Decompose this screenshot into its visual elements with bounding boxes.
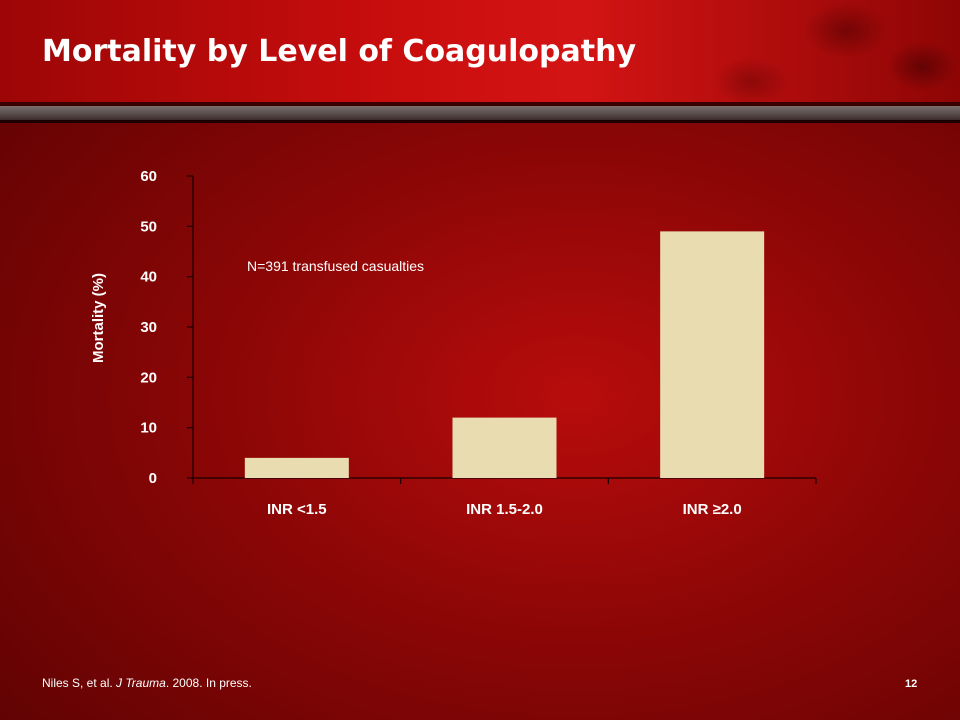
- bar: [452, 417, 557, 478]
- y-tick-label: 20: [140, 369, 157, 386]
- y-tick-label: 10: [140, 420, 157, 437]
- y-axis-label: Mortality (%): [90, 273, 107, 363]
- citation: Niles S, et al. J Trauma. 2008. In press…: [42, 676, 252, 690]
- x-tick-label: INR <1.5: [267, 501, 327, 518]
- header-divider-bar: [0, 106, 960, 120]
- chart-y-ticks: 0 10 20 30 40 50 60: [140, 168, 193, 487]
- x-tick-label: INR 1.5-2.0: [466, 501, 543, 518]
- y-tick-label: 0: [149, 470, 157, 487]
- bar: [660, 231, 765, 478]
- header-divider: [0, 102, 960, 106]
- chart-bars: [244, 231, 765, 478]
- y-tick-label: 50: [140, 218, 157, 235]
- y-tick-label: 30: [140, 319, 157, 336]
- citation-authors: Niles S, et al.: [42, 676, 117, 690]
- slide-number: 12: [905, 678, 918, 690]
- bar: [244, 457, 349, 478]
- citation-details: . 2008. In press.: [165, 676, 252, 690]
- citation-journal: J Trauma: [116, 676, 166, 690]
- chart-annotation: N=391 transfused casualties: [247, 258, 424, 274]
- y-tick-label: 60: [140, 168, 157, 185]
- chart-x-ticks: INR <1.5 INR 1.5-2.0 INR ≥2.0: [192, 478, 817, 518]
- header-blood-cells-image: [580, 0, 960, 102]
- x-tick-label: INR ≥2.0: [683, 501, 742, 518]
- slide-title: Mortality by Level of Coagulopathy: [42, 34, 636, 69]
- header-band: [0, 0, 960, 102]
- y-tick-label: 40: [140, 269, 157, 286]
- header-divider-shadow: [0, 120, 960, 123]
